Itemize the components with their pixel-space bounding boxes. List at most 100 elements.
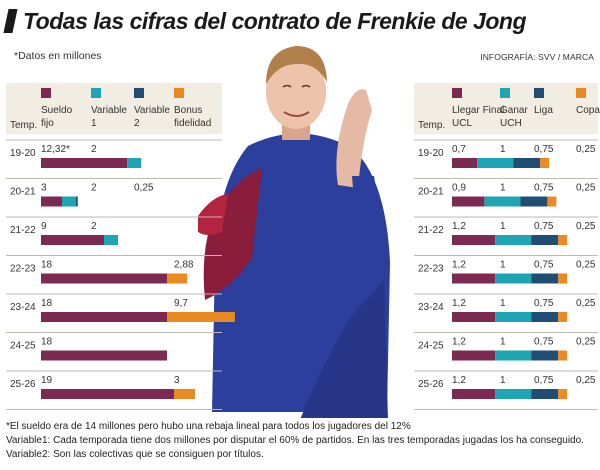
bar-liga-24-25 (531, 350, 559, 361)
header-temp: Temp. (10, 120, 37, 131)
value-liga-22-23: 0,75 (534, 260, 554, 271)
season-label-23-24: 23-24 (10, 302, 36, 313)
season-label-25-26: 25-26 (418, 379, 444, 390)
legend-label-liga: Liga (534, 105, 553, 116)
bar-sueldo-fijo-19-20 (41, 158, 128, 168)
value-variable-1-19-20: 2 (91, 144, 97, 155)
season-label-24-25: 24-25 (10, 341, 36, 352)
legend-label-llegar-final-ucl: Llegar Final UCL (452, 105, 504, 129)
value-ganar-uch-24-25: 1 (500, 337, 506, 348)
legend-label-bonus-fidelidad: Bonus fidelidad (174, 105, 211, 129)
bar-liga-20-21 (520, 196, 548, 207)
value-liga-21-22: 0,75 (534, 221, 554, 232)
footnote-variable-1: Variable1: Cada temporada tiene dos mill… (6, 435, 584, 446)
infographic-title: Todas las cifras del contrato de Frenkie… (3, 6, 527, 36)
legend-swatch-llegar-final-ucl (452, 88, 462, 98)
value-sueldo-fijo-24-25: 18 (41, 337, 53, 348)
legend-label-variable-1: Variable 1 (91, 105, 127, 129)
bar-llegar-final-ucl-22-23 (452, 273, 496, 284)
bar-llegar-final-ucl-21-22 (452, 235, 496, 245)
season-label-25-26: 25-26 (10, 379, 36, 390)
bar-variable-2-20-21 (76, 196, 78, 207)
value-llegar-final-ucl-23-24: 1,2 (452, 298, 466, 309)
bar-llegar-final-ucl-23-24 (452, 312, 496, 322)
value-sueldo-fijo-20-21: 3 (41, 183, 47, 194)
legend-label-variable-2: Variable 2 (134, 105, 170, 129)
footnote-salary: *El sueldo era de 14 millones pero hubo … (6, 421, 411, 432)
season-label-20-21: 20-21 (10, 187, 36, 198)
legend-swatch-ganar-uch (500, 88, 510, 98)
bar-bonus-fidelidad-23-24 (167, 312, 235, 322)
value-ganar-uch-23-24: 1 (500, 298, 506, 309)
value-copa-21-22: 0,25 (576, 221, 596, 232)
value-llegar-final-ucl-22-23: 1,2 (452, 260, 466, 271)
bar-copa-24-25 (558, 350, 568, 361)
bar-liga-21-22 (531, 235, 559, 245)
bar-copa-25-26 (558, 389, 568, 399)
bar-copa-22-23 (558, 273, 568, 284)
bar-liga-23-24 (531, 312, 559, 322)
bar-liga-25-26 (531, 389, 559, 399)
value-liga-25-26: 0,75 (534, 375, 554, 386)
bar-llegar-final-ucl-19-20 (452, 158, 478, 168)
bar-sueldo-fijo-23-24 (41, 312, 167, 322)
season-label-21-22: 21-22 (418, 225, 444, 236)
value-llegar-final-ucl-20-21: 0,9 (452, 183, 466, 194)
bar-ganar-uch-21-22 (495, 235, 532, 245)
bar-ganar-uch-24-25 (495, 350, 532, 361)
legend-swatch-liga (534, 88, 544, 98)
credit-line: INFOGRAFÍA: SVV / MARCA (480, 52, 594, 62)
value-copa-25-26: 0,25 (576, 375, 596, 386)
value-llegar-final-ucl-19-20: 0,7 (452, 144, 466, 155)
legend-swatch-sueldo-fijo (41, 88, 51, 98)
bar-copa-23-24 (558, 312, 568, 322)
value-llegar-final-ucl-24-25: 1,2 (452, 337, 466, 348)
season-label-22-23: 22-23 (10, 264, 36, 275)
value-variable-1-21-22: 2 (91, 221, 97, 232)
bar-sueldo-fijo-22-23 (41, 273, 167, 284)
season-label-19-20: 19-20 (10, 148, 36, 159)
value-copa-19-20: 0,25 (576, 144, 596, 155)
bar-llegar-final-ucl-25-26 (452, 389, 496, 399)
bar-bonus-fidelidad-22-23 (167, 273, 188, 284)
bar-ganar-uch-23-24 (495, 312, 532, 322)
value-llegar-final-ucl-21-22: 1,2 (452, 221, 466, 232)
bar-llegar-final-ucl-20-21 (452, 196, 485, 207)
value-sueldo-fijo-23-24: 18 (41, 298, 53, 309)
legend-swatch-bonus-fidelidad (174, 88, 184, 98)
bar-sueldo-fijo-24-25 (41, 350, 167, 361)
bar-variable-1-21-22 (104, 235, 118, 245)
value-liga-23-24: 0,75 (534, 298, 554, 309)
value-ganar-uch-25-26: 1 (500, 375, 506, 386)
value-ganar-uch-22-23: 1 (500, 260, 506, 271)
value-bonus-fidelidad-22-23: 2,88 (174, 260, 194, 271)
units-note: *Datos en millones (14, 50, 102, 62)
bar-copa-19-20 (540, 158, 550, 168)
legend-label-sueldo-fijo: Sueldo fijo (41, 105, 73, 129)
bar-sueldo-fijo-25-26 (41, 389, 174, 399)
bar-ganar-uch-19-20 (477, 158, 514, 168)
value-variable-1-20-21: 2 (91, 183, 97, 194)
player-photo (198, 46, 390, 418)
season-label-22-23: 22-23 (418, 264, 444, 275)
bar-copa-20-21 (547, 196, 557, 207)
value-liga-24-25: 0,75 (534, 337, 554, 348)
legend-swatch-variable-1 (91, 88, 101, 98)
season-label-20-21: 20-21 (418, 187, 444, 198)
value-sueldo-fijo-25-26: 19 (41, 375, 53, 386)
bar-sueldo-fijo-21-22 (41, 235, 104, 245)
bar-ganar-uch-20-21 (484, 196, 521, 207)
bar-variable-1-19-20 (127, 158, 142, 168)
value-liga-20-21: 0,75 (534, 183, 554, 194)
value-copa-24-25: 0,25 (576, 337, 596, 348)
bar-ganar-uch-22-23 (495, 273, 532, 284)
footnote-variable-2: Variable2: Son las colectivas que se con… (6, 449, 264, 460)
legend-swatch-variable-2 (134, 88, 144, 98)
value-sueldo-fijo-21-22: 9 (41, 221, 47, 232)
bar-liga-22-23 (531, 273, 559, 284)
value-ganar-uch-20-21: 1 (500, 183, 506, 194)
value-llegar-final-ucl-25-26: 1,2 (452, 375, 466, 386)
value-sueldo-fijo-19-20: 12,32* (41, 144, 70, 155)
